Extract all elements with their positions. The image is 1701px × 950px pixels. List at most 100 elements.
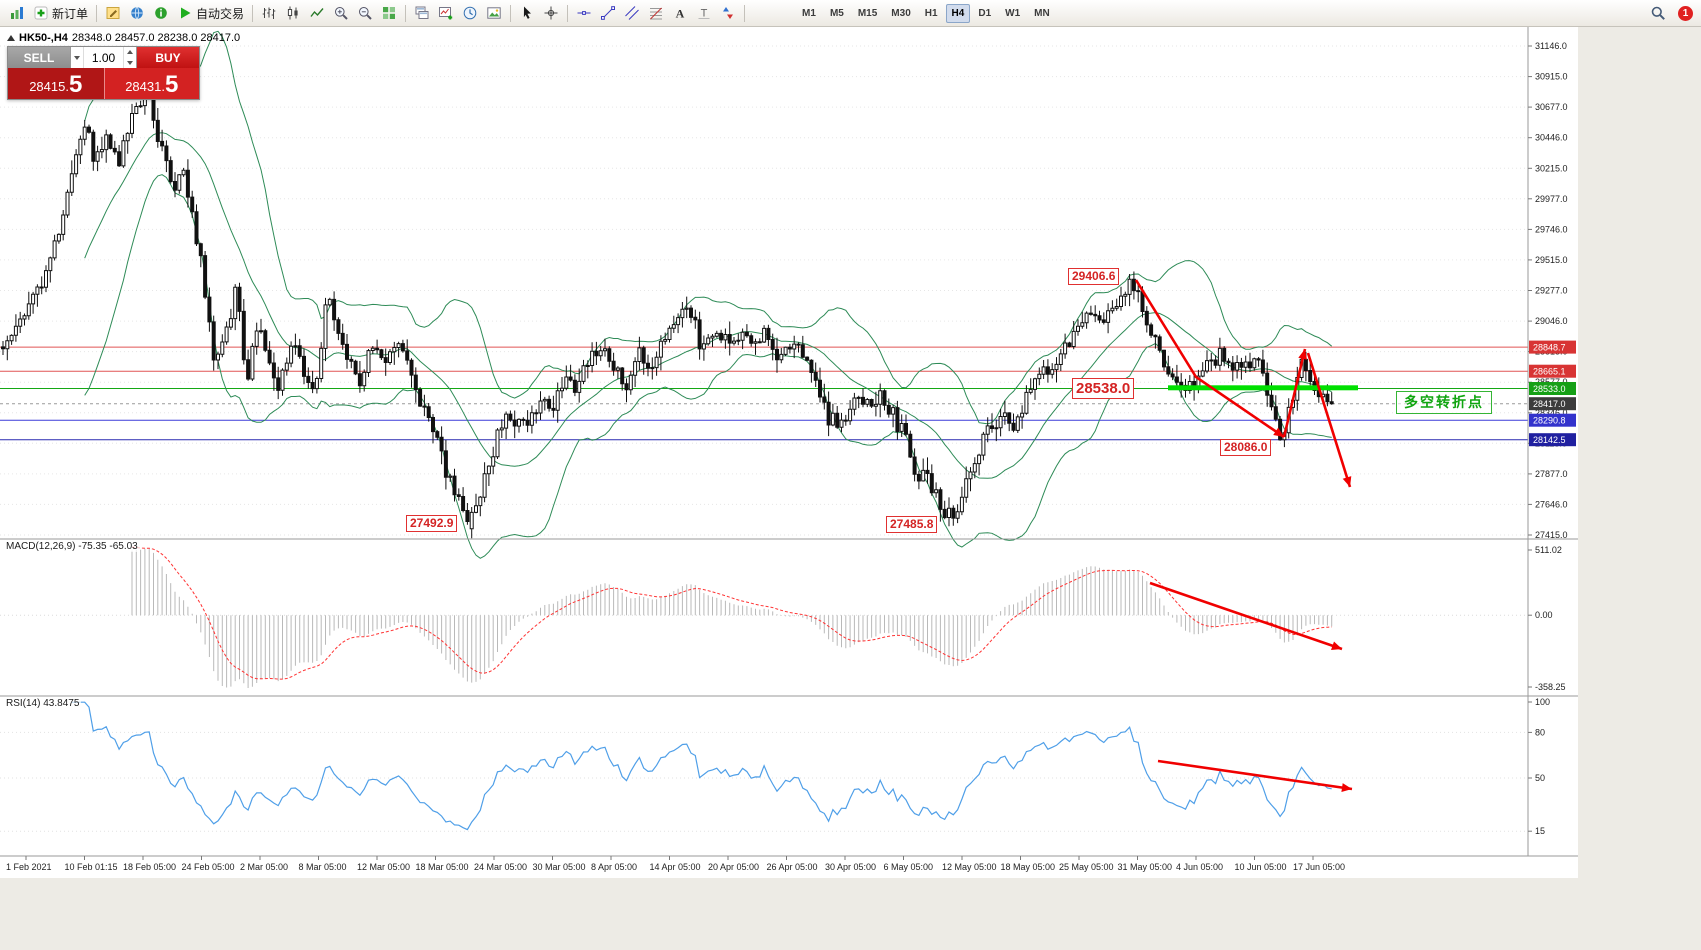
toolbar-separator (405, 4, 407, 22)
timeframe-mn[interactable]: MN (1034, 7, 1050, 19)
community-icon[interactable] (125, 3, 149, 24)
sell-price[interactable]: 28415. 5 (8, 68, 104, 99)
fibonacci-icon[interactable] (644, 3, 668, 24)
macd-pane (131, 546, 1333, 688)
price-axis[interactable] (1528, 27, 1578, 856)
svg-text:30 Mar 05:00: 30 Mar 05:00 (533, 862, 586, 872)
indicators-list-icon[interactable] (434, 3, 458, 24)
buy-price[interactable]: 28431. 5 (103, 68, 199, 99)
svg-text:26 Apr 05:00: 26 Apr 05:00 (767, 862, 818, 872)
auto-trading-button[interactable]: 自动交易 (173, 3, 248, 24)
volume-input[interactable] (84, 47, 123, 68)
bar-chart-type-icon[interactable] (257, 3, 281, 24)
chart-window[interactable]: 31146.0 30915.0 30677.0 30446.0 30215.0 29977… (0, 27, 1578, 878)
new-window-icon[interactable] (410, 3, 434, 24)
buy-price-big-digit: 5 (164, 71, 179, 98)
svg-text:0.00: 0.00 (1535, 610, 1553, 620)
svg-text:29977.0: 29977.0 (1535, 194, 1568, 204)
svg-text:14 Apr 05:00: 14 Apr 05:00 (650, 862, 701, 872)
svg-text:511.02: 511.02 (1535, 545, 1562, 555)
svg-text:50: 50 (1535, 773, 1545, 783)
label-icon[interactable]: T (692, 3, 716, 24)
channel-icon[interactable] (620, 3, 644, 24)
indicator-axis-labels: 511.02 0.00 -358.25 100 80 50 15 (1528, 545, 1566, 836)
candles (1, 84, 1334, 539)
svg-text:100: 100 (1535, 697, 1550, 707)
toolbar-items: 新订单 自动交易 A T M1 M5 M15 M30 H1 H4 D1 W1 MN (5, 3, 1057, 24)
buy-button[interactable]: BUY (137, 47, 199, 68)
timeframe-h4[interactable]: H4 (945, 3, 971, 23)
price-annotation: 28538.0 (1072, 378, 1135, 399)
zoom-out-icon[interactable] (353, 3, 377, 24)
svg-text:A: A (676, 7, 685, 21)
price-annotation: 27485.8 (886, 516, 938, 533)
publish-icon[interactable] (101, 3, 125, 24)
svg-text:28290.8: 28290.8 (1533, 416, 1566, 426)
svg-text:25 May 05:00: 25 May 05:00 (1059, 862, 1114, 872)
price-annotation: 29406.6 (1068, 268, 1120, 285)
timeframe-d1[interactable]: D1 (978, 7, 992, 19)
time-axis-labels: 1 Feb 2021 10 Feb 01:15 18 Feb 05:00 24 Feb… (6, 856, 1345, 872)
svg-text:28142.5: 28142.5 (1533, 435, 1566, 445)
svg-text:28417.0: 28417.0 (1533, 399, 1566, 409)
help-icon[interactable] (149, 3, 173, 24)
notification-badge[interactable]: 1 (1678, 5, 1693, 21)
time-axis[interactable] (0, 856, 1578, 878)
arrows-icon[interactable] (716, 3, 740, 24)
svg-text:18 May 05:00: 18 May 05:00 (1001, 862, 1056, 872)
svg-text:30215.0: 30215.0 (1535, 163, 1568, 173)
toolbar-separator (567, 4, 569, 22)
volume-stepper (70, 47, 137, 68)
timeframe-m5[interactable]: M5 (829, 7, 844, 19)
toolbar-separator (252, 4, 254, 22)
svg-text:24 Mar 05:00: 24 Mar 05:00 (474, 862, 527, 872)
trend-arrow (1157, 759, 1353, 792)
buy-price-main: 28431. (125, 79, 165, 94)
svg-text:18 Mar 05:00: 18 Mar 05:00 (416, 862, 469, 872)
zoom-in-icon[interactable] (329, 3, 353, 24)
new-chart-icon[interactable] (5, 3, 29, 24)
trend-arrow (1306, 352, 1352, 488)
svg-text:28346.0: 28346.0 (1535, 408, 1568, 418)
horizontal-line-icon[interactable] (572, 3, 596, 24)
grid-lines (0, 45, 1528, 832)
timeframe-h1[interactable]: H1 (924, 7, 938, 19)
sell-button[interactable]: SELL (8, 47, 70, 68)
svg-text:30677.0: 30677.0 (1535, 102, 1568, 112)
templates-icon[interactable] (482, 3, 506, 24)
volume-dropdown-icon[interactable] (71, 47, 84, 68)
trend-arrow (1282, 348, 1307, 438)
cursor-icon[interactable] (515, 3, 539, 24)
line-chart-type-icon[interactable] (305, 3, 329, 24)
rsi-label: RSI(14) 43.8475 (4, 698, 82, 709)
text-icon[interactable]: A (668, 3, 692, 24)
price-chart[interactable]: 31146.0 30915.0 30677.0 30446.0 30215.0 29977… (0, 27, 1578, 878)
svg-text:29277.0: 29277.0 (1535, 286, 1568, 296)
volume-up-icon[interactable] (124, 47, 136, 58)
svg-text:29515.0: 29515.0 (1535, 255, 1568, 265)
svg-text:2 Mar 05:00: 2 Mar 05:00 (240, 862, 288, 872)
crosshair-icon[interactable] (539, 3, 563, 24)
timeframe-w1[interactable]: W1 (1005, 7, 1021, 19)
chart-info-line: HK50-,H4 28348.0 28457.0 28238.0 28417.0 (7, 32, 240, 44)
price-annotation: 28086.0 (1220, 439, 1272, 456)
candlestick-type-icon[interactable] (281, 3, 305, 24)
sell-price-big-digit: 5 (68, 71, 83, 98)
panel-toggle-icon[interactable] (7, 35, 15, 41)
svg-text:24 Feb 05:00: 24 Feb 05:00 (182, 862, 235, 872)
timeframe-m15[interactable]: M15 (857, 7, 878, 19)
bear-candles (1, 90, 1334, 522)
timeframe-m1[interactable]: M1 (802, 7, 816, 19)
svg-text:28533.0: 28533.0 (1533, 384, 1566, 394)
svg-text:10 Feb 01:15: 10 Feb 01:15 (65, 862, 118, 872)
svg-text:8 Apr 05:00: 8 Apr 05:00 (591, 862, 637, 872)
search-icon[interactable] (1646, 3, 1670, 24)
new-order-button[interactable]: 新订单 (29, 3, 92, 24)
sell-price-main: 28415. (29, 79, 69, 94)
volume-down-icon[interactable] (124, 58, 136, 69)
timeframe-m30[interactable]: M30 (891, 7, 911, 19)
trendline-icon[interactable] (596, 3, 620, 24)
tile-windows-icon[interactable] (377, 3, 401, 24)
periods-icon[interactable] (458, 3, 482, 24)
svg-text:30446.0: 30446.0 (1535, 133, 1568, 143)
